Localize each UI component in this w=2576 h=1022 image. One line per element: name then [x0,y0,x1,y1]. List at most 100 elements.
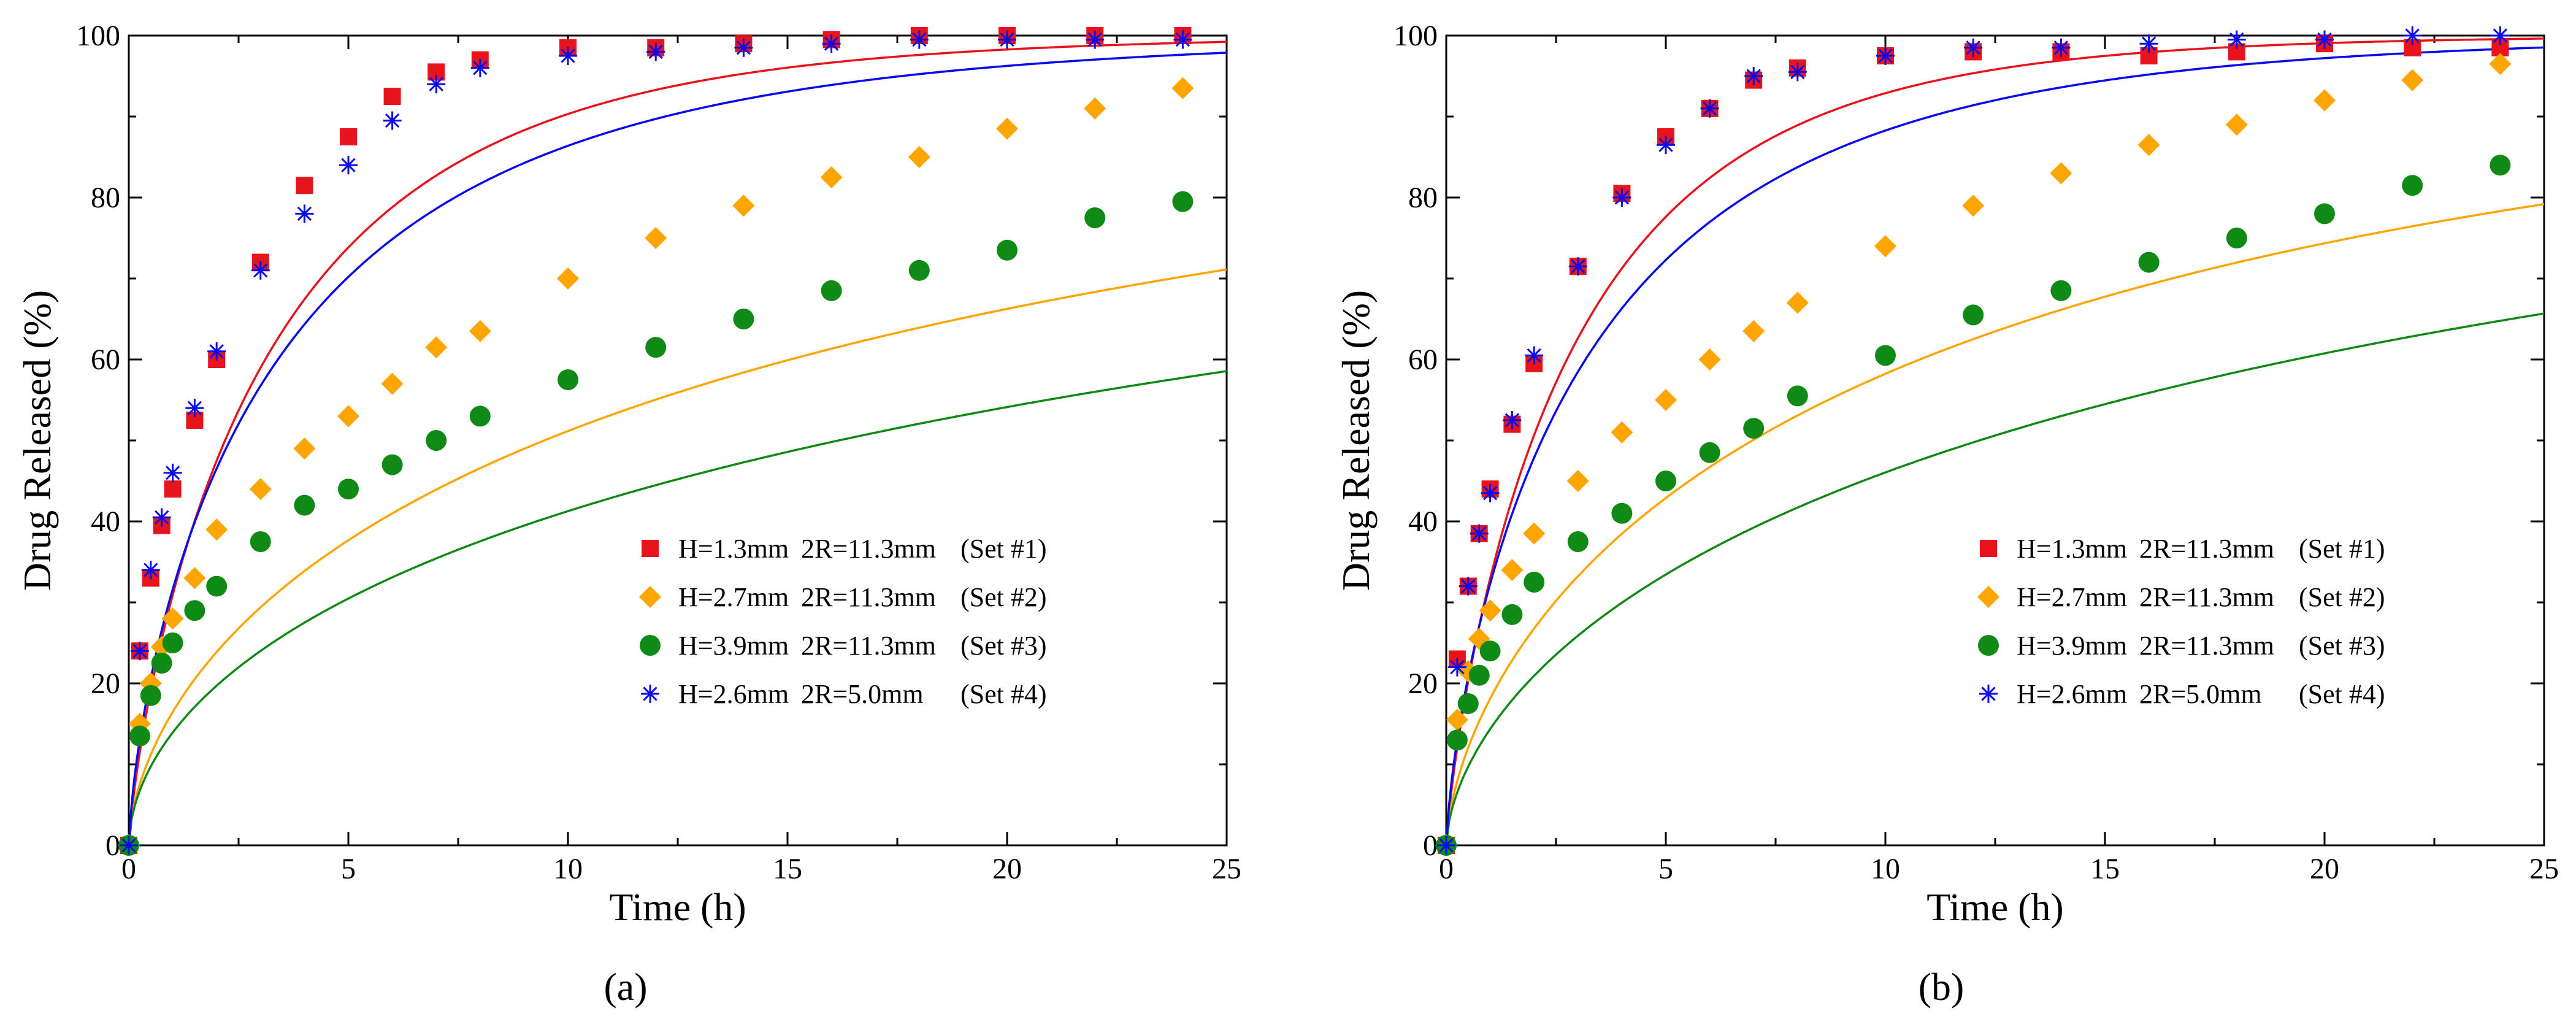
fit-curve-set2 [128,268,1227,846]
y-tick-label: 80 [1408,182,1438,214]
legend-label-2r: 2R=11.3mm [2139,582,2274,612]
data-point [469,320,491,342]
series-set4 [1437,26,2510,855]
legend-label-2r: 2R=11.3mm [801,582,936,612]
x-tick-label: 10 [1871,853,1900,885]
y-tick-label: 100 [76,20,120,52]
data-point [1084,207,1106,228]
x-axis-title: Time (h) [1926,885,2063,929]
legend-item-set3: H=3.9mm 2R=11.3mm (Set #3) [640,631,1047,661]
data-point [1523,522,1546,545]
data-point [1501,559,1524,582]
fit-curve-set2 [1445,203,2545,846]
legend-label-2r: 2R=11.3mm [801,534,936,564]
data-point [383,88,401,105]
data-point [470,58,489,77]
x-tick-label: 5 [341,853,356,885]
data-point [908,259,930,281]
panel-label: (a) [604,965,647,1009]
data-point [1611,421,1633,444]
data-point [910,30,929,49]
legend-label: H=2.6mm [2017,679,2127,709]
data-point [2050,280,2072,301]
legend-marker-square [1980,540,1997,557]
data-point [141,561,160,580]
data-point [1446,729,1468,751]
series-set3 [118,191,1194,856]
fit-curve-set1 [128,40,1227,846]
legend-item-set1: H=1.3mm 2R=11.3mm (Set #1) [1980,534,2385,564]
data-point [1612,188,1631,207]
legend-item-set1: H=1.3mm 2R=11.3mm (Set #1) [642,534,1047,564]
data-point [1698,348,1721,371]
data-point [1655,389,1677,411]
data-point [2402,175,2423,196]
series-set1 [1438,35,2509,854]
x-tick-label: 5 [1658,853,1673,885]
y-tick-label: 100 [1393,20,1438,52]
fit-curve-set1 [1445,37,2544,846]
data-point [2403,26,2422,45]
legend-marker-asterisk [641,685,659,703]
x-tick-label: 0 [1439,853,1454,885]
data-point [1503,411,1522,429]
data-point [1459,577,1478,596]
data-point [821,280,842,301]
data-point [140,685,161,706]
data-point [2139,34,2158,53]
data-point [996,117,1018,140]
legend-label-set: (Set #4) [960,679,1047,709]
chart-panel-b: 0 5 10 15 20 25 0 20 40 60 80 100 H=1.3mm 2R=11.3mm… [1334,20,2559,1009]
data-point [734,38,753,57]
data-point [250,531,271,552]
data-point [1479,640,1501,662]
y-axis-title: Drug Released (%) [1334,290,1378,591]
data-point [1876,47,1895,65]
series-set1 [120,27,1192,854]
data-point [645,227,667,249]
data-point [1788,63,1807,82]
y-tick-label: 40 [91,505,120,538]
fit-curve-set4 [1445,46,2545,846]
data-point [381,372,404,395]
data-point [908,146,930,168]
data-point [163,463,182,482]
fit-curve-set3 [1445,312,2545,846]
data-point [1962,194,1985,217]
legend-label: H=3.9mm [678,631,789,661]
data-point [1525,346,1544,365]
data-point [1468,664,1490,686]
data-point [1447,658,1466,677]
data-point [1566,470,1589,492]
legend-label-2r: 2R=11.3mm [2139,631,2274,661]
data-point [130,642,149,661]
legend-label-2r: 2R=11.3mm [801,631,936,661]
data-point [2225,113,2248,136]
data-point [469,405,491,427]
legend-marker-diamond [639,586,661,608]
legend-label: H=1.3mm [2017,534,2127,564]
legend-label: H=2.7mm [678,582,789,612]
data-point [2491,26,2510,45]
legend-item-set2: H=2.7mm 2R=11.3mm (Set #2) [1977,582,2385,612]
x-tick-label: 20 [992,853,1022,885]
x-tick-label: 20 [2310,853,2339,885]
data-point [1171,77,1194,99]
y-tick-label: 0 [105,829,120,862]
x-tick-label: 25 [1212,853,1241,885]
data-point [2138,252,2160,273]
data-point [340,128,357,145]
data-point [559,47,577,65]
legend-label-2r: 2R=11.3mm [2139,534,2274,564]
data-point [184,600,205,621]
data-point [1742,320,1765,342]
legend-label: H=2.7mm [2017,582,2127,612]
data-point [294,494,315,516]
data-point [646,42,665,61]
data-point [2052,38,2071,57]
data-point [206,575,228,597]
legend-marker-diamond [1977,586,1999,608]
legend-label-2r: 2R=5.0mm [801,679,924,709]
data-point [1874,235,1896,258]
